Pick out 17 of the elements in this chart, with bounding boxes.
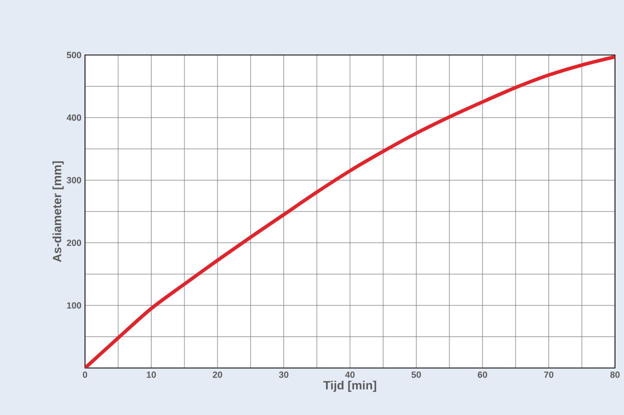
y-tick-label: 400	[66, 114, 82, 121]
x-tick-label: 30	[278, 372, 288, 378]
x-tick-label: 70	[544, 372, 554, 378]
y-tick-label: 200	[66, 240, 82, 246]
x-tick-label: 40	[345, 372, 355, 378]
x-tick-label: 80	[610, 372, 620, 378]
x-tick-label: 50	[412, 372, 421, 378]
y-tick-label: 300	[66, 177, 82, 184]
x-axis-title: Tijd [min]	[323, 380, 376, 392]
x-tick-label: 0	[82, 372, 88, 378]
y-tick-label: 500	[66, 52, 82, 58]
y-axis-title: As-diameter [mm]	[52, 161, 64, 262]
y-tick-label: 100	[67, 302, 82, 309]
x-tick-label: 20	[212, 372, 222, 378]
line-series	[85, 55, 615, 368]
x-tick-label: 60	[478, 372, 488, 378]
x-tick-label: 10	[146, 372, 156, 378]
